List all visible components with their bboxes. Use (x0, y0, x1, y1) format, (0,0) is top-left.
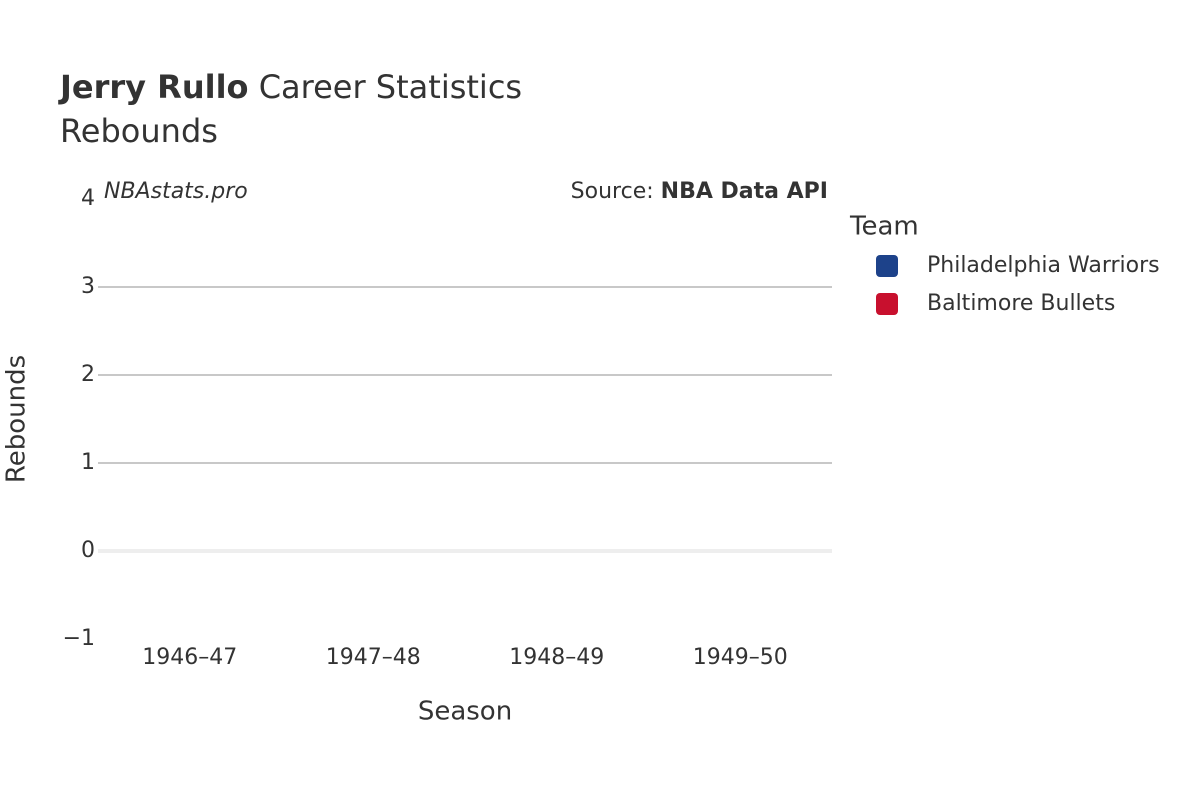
source-name: NBA Data API (661, 179, 828, 204)
y-tick-label: 2 (81, 362, 95, 387)
y-tick-label: −1 (63, 626, 95, 651)
y-tick-label: 1 (81, 450, 95, 475)
legend-swatch (876, 293, 898, 315)
y-tick-label: 0 (81, 538, 95, 563)
x-tick-label: 1947–48 (326, 645, 421, 670)
x-tick-label: 1949–50 (693, 645, 788, 670)
legend-label: Baltimore Bullets (927, 291, 1115, 316)
chart-title: Jerry Rullo Career Statistics (58, 68, 522, 106)
chart-subtitle: Rebounds (60, 112, 218, 150)
y-tick-label: 3 (81, 274, 95, 299)
title-rest: Career Statistics (259, 68, 522, 106)
source-prefix: Source: (571, 179, 654, 204)
legend-title: Team (849, 212, 919, 242)
x-tick-label: 1948–49 (509, 645, 604, 670)
source: Source: NBA Data API (571, 179, 828, 204)
legend-swatch (876, 255, 898, 277)
x-tick-label: 1946–47 (142, 645, 237, 670)
watermark: NBAstats.pro (104, 179, 248, 204)
x-axis-label: Season (418, 697, 512, 727)
y-tick-label: 4 (81, 186, 95, 211)
title-name: Jerry Rullo (58, 68, 249, 106)
y-axis-label: Rebounds (2, 355, 32, 483)
legend-label: Philadelphia Warriors (927, 253, 1160, 278)
